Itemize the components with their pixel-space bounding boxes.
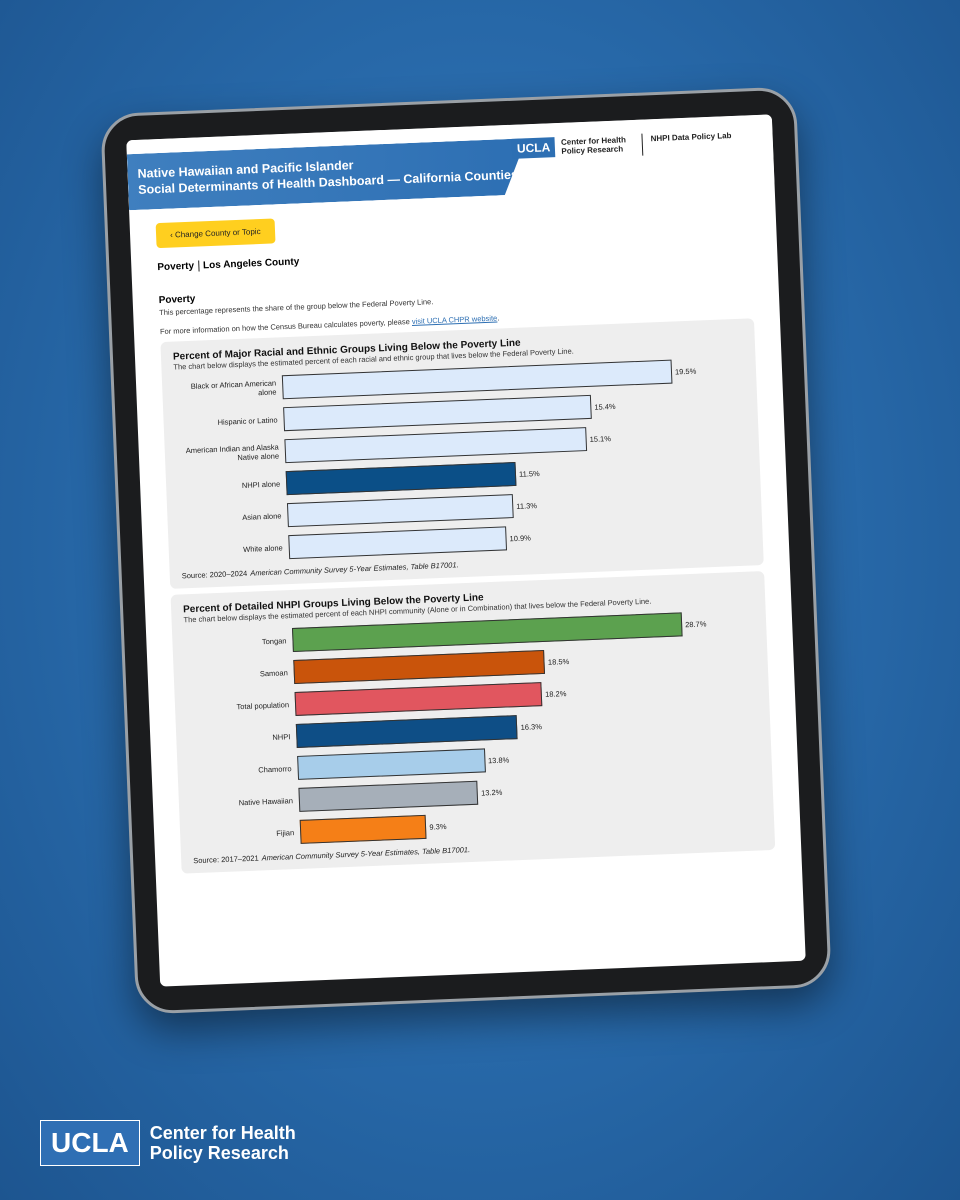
value-label: 15.1% [589,433,612,444]
logo-line: Policy Research [149,1143,289,1163]
category-label: Asian alone [242,510,282,522]
category-label: Chamorro [258,763,292,775]
charts: Percent of Major Racial and Ethnic Group… [160,318,776,874]
partner: NHPI Data Policy Lab [641,130,733,156]
logo-line: Policy Research [561,144,624,156]
logo-name: Center for Health Policy Research [561,135,627,156]
screen: Native Hawaiian and Pacific Islander Soc… [126,114,806,987]
source-prefix: Source: 2020–2024 [181,568,248,581]
crumb-topic: Poverty [157,260,195,274]
bar [286,494,514,528]
category-label: Tongan [261,635,287,646]
bar [297,748,486,780]
value-label: 16.3% [520,721,543,732]
value-label: 15.4% [594,401,616,412]
crumb-county: Los Angeles County [197,256,300,272]
value-label: 13.2% [480,787,503,798]
logo: UCLA Center for Health Policy Research [511,134,627,159]
category-label: NHPI [272,731,291,742]
logo-mark: UCLA [40,1120,140,1166]
value-label: 11.3% [516,500,538,511]
value-label: 18.5% [547,656,570,667]
chart-panel: Percent of Detailed NHPI Groups Living B… [170,571,776,874]
tablet: Native Hawaiian and Pacific Islander Soc… [100,86,832,1015]
logo-mark: UCLA [511,137,556,159]
value-label: 10.9% [509,532,531,543]
link[interactable]: visit UCLA CHPR website [411,313,498,326]
more-info-end: . [497,313,500,323]
value-label: 18.2% [544,688,567,699]
category-label: Total population [236,699,290,711]
source-prefix: Source: 2017–2021 [193,853,259,866]
value-label: 9.3% [429,821,447,832]
bar [299,814,427,844]
logo-name: Center for Health Policy Research [150,1123,296,1163]
bar [285,461,517,496]
category-label: Fijian [276,827,295,838]
logo-line: Center for Health [149,1123,296,1143]
chart-panel: Percent of Major Racial and Ethnic Group… [160,318,764,589]
category-label: Hispanic or Latino [217,414,278,427]
content: ‹ Change County or Topic Poverty Los Ange… [129,184,801,874]
category-label: Black or African American alone [190,378,277,398]
value-label: 13.8% [487,754,510,765]
category-label: Native Hawaiian [238,795,294,807]
back-button[interactable]: ‹ Change County or Topic [155,218,276,249]
category-label: White alone [242,542,283,554]
category-label: Samoan [259,667,288,678]
bar [295,715,519,748]
category-label: NHPI alone [241,478,281,490]
footer-logo: UCLA Center for Health Policy Research [40,1120,296,1166]
bar [298,780,479,812]
bar [288,526,508,560]
value-label: 11.5% [518,468,540,479]
category-label: American Indian and Alaska Native alone [185,442,280,463]
value-label: 28.7% [684,618,707,629]
value-label: 19.5% [674,366,697,376]
